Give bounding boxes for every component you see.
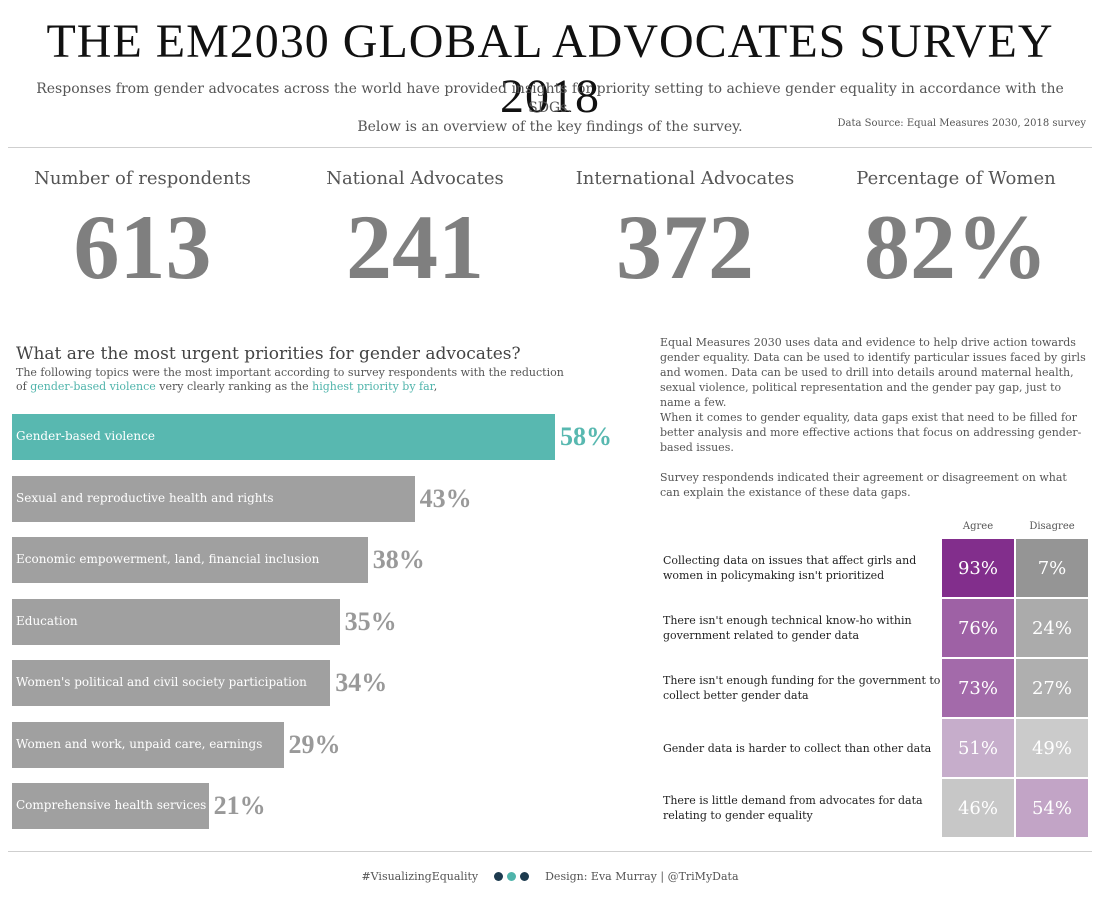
info-paragraph-1: Equal Measures 2030 uses data and eviden… — [660, 336, 1086, 409]
kpi-value: 613 — [73, 196, 212, 298]
kpi-label: Number of respondents — [34, 168, 251, 189]
kpi-value: 372 — [616, 196, 754, 298]
heatmap-cell-disagree: 54% — [1016, 779, 1088, 837]
heatmap-cell-disagree: 27% — [1016, 659, 1088, 717]
kpi-international: International Advocates 372 — [560, 168, 810, 297]
priority-bar-value: 43% — [419, 483, 472, 513]
heatmap-row-label: Gender data is harder to collect than ot… — [663, 741, 932, 755]
heatmap-cell-agree: 51% — [942, 719, 1014, 777]
priority-bar-label: Education — [16, 613, 78, 628]
heatmap-cell-agree: 76% — [942, 599, 1014, 657]
priority-bar-label: Gender-based violence — [16, 429, 155, 443]
priority-bar-label: Women's political and civil society part… — [16, 675, 307, 689]
desc-mid: very clearly ranking as the — [155, 380, 313, 393]
priorities-title: What are the most urgent priorities for … — [16, 344, 521, 364]
priority-bar-label: Sexual and reproductive health and right… — [16, 490, 274, 505]
priority-bar-label: Women and work, unpaid care, earnings — [16, 736, 263, 751]
kpi-women: Percentage of Women 82% — [830, 168, 1082, 297]
priority-bar-label: Comprehensive health services — [16, 798, 207, 812]
priority-bar: Sexual and reproductive health and right… — [12, 475, 415, 522]
priority-bar: Gender-based violence — [12, 414, 555, 460]
page-subtitle: Responses from gender advocates across t… — [20, 80, 1080, 137]
kpi-label: International Advocates — [575, 168, 795, 189]
info-paragraph-3: Survey respondends indicated their agree… — [660, 471, 1067, 499]
footer-dot-icon — [494, 872, 504, 881]
priority-bar-label: Economic empowerment, land, financial in… — [16, 552, 320, 566]
kpi-label: Percentage of Women — [856, 168, 1056, 189]
kpi-value: 82% — [864, 196, 1048, 298]
heatmap-cell-agree: 73% — [942, 659, 1014, 717]
kpi-label: National Advocates — [326, 168, 504, 189]
footer-dot-icon — [520, 872, 530, 881]
heatmap-row-label: There isn't enough funding for the gover… — [663, 674, 941, 702]
heatmap-row-label: There is little demand from advocates fo… — [663, 794, 923, 822]
info-spacer — [660, 455, 1090, 470]
footer: #VisualizingEquality Design: Eva Murray … — [0, 870, 1100, 883]
header-divider — [8, 147, 1092, 148]
priority-bar-value: 35% — [344, 606, 397, 636]
priority-bar-value: 38% — [372, 545, 425, 574]
priority-bar-value: 34% — [335, 668, 388, 697]
kpi-respondents: Number of respondents 613 — [20, 168, 265, 297]
priority-bar: Women and work, unpaid care, earnings — [12, 721, 284, 768]
priority-bar: Economic empowerment, land, financial in… — [12, 537, 368, 583]
footer-divider — [8, 851, 1092, 852]
desc-highlight-priority: highest priority by far — [312, 380, 434, 393]
heatmap-row-label: Collecting data on issues that affect gi… — [663, 554, 917, 582]
priority-bar-value: 21% — [213, 791, 266, 820]
kpi-national: National Advocates 241 — [290, 168, 540, 297]
priority-bar: Women's political and civil society part… — [12, 660, 331, 706]
subtitle-line-1: Responses from gender advocates across t… — [36, 81, 1064, 116]
priority-bar: Comprehensive health services — [12, 783, 209, 829]
heatmap-col-disagree: Disagree — [1029, 521, 1075, 532]
heatmap-cell-agree: 46% — [942, 779, 1014, 837]
footer-dot-icon — [507, 872, 517, 881]
heatmap-col-agree: Agree — [962, 521, 994, 532]
heatmap-row-label: There isn't enough technical know-ho wit… — [663, 614, 912, 642]
subtitle-line-2: Below is an overview of the key findings… — [357, 119, 743, 135]
footer-credit: Design: Eva Murray | @TriMyData — [545, 870, 739, 883]
priority-bar-value: 29% — [288, 729, 341, 759]
data-source: Data Source: Equal Measures 2030, 2018 s… — [837, 118, 1086, 129]
info-paragraph-2: When it comes to gender equality, data g… — [660, 411, 1082, 454]
page-title: THE EM2030 GLOBAL ADVOCATES SURVEY 2018 — [46, 15, 1054, 123]
heatmap-cell-disagree: 24% — [1016, 599, 1088, 657]
priority-bar-value: 58% — [560, 422, 612, 451]
desc-highlight-gbv: gender-based violence — [30, 380, 156, 393]
footer-hashtag: #VisualizingEquality — [361, 870, 479, 883]
heatmap-cell-disagree: 49% — [1016, 719, 1088, 777]
heatmap-cell-disagree: 7% — [1016, 539, 1088, 597]
priority-bar: Education — [12, 598, 340, 645]
kpi-value: 241 — [346, 196, 484, 298]
heatmap-cell-agree: 93% — [942, 539, 1014, 597]
desc-start: The following topics were the most impor… — [16, 366, 564, 393]
desc-end: , — [433, 380, 438, 393]
info-text: Equal Measures 2030 uses data and eviden… — [660, 335, 1090, 500]
priorities-description: The following topics were the most impor… — [16, 366, 576, 394]
